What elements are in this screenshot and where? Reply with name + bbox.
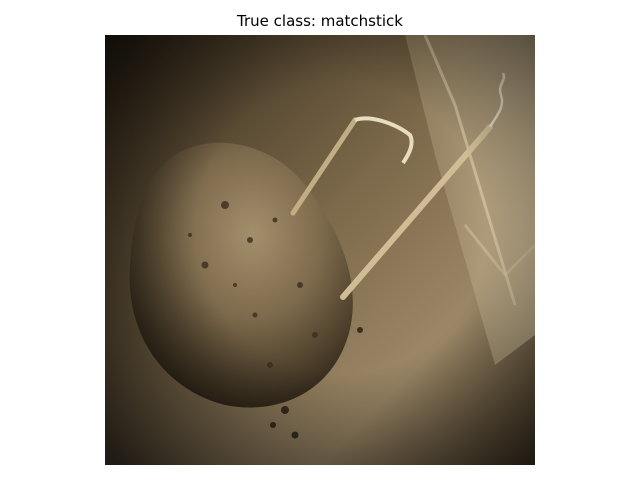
vignette [105,35,535,465]
photo [105,35,535,465]
potato-matchstick-image [105,35,535,465]
figure-title: True class: matchstick [237,12,403,30]
